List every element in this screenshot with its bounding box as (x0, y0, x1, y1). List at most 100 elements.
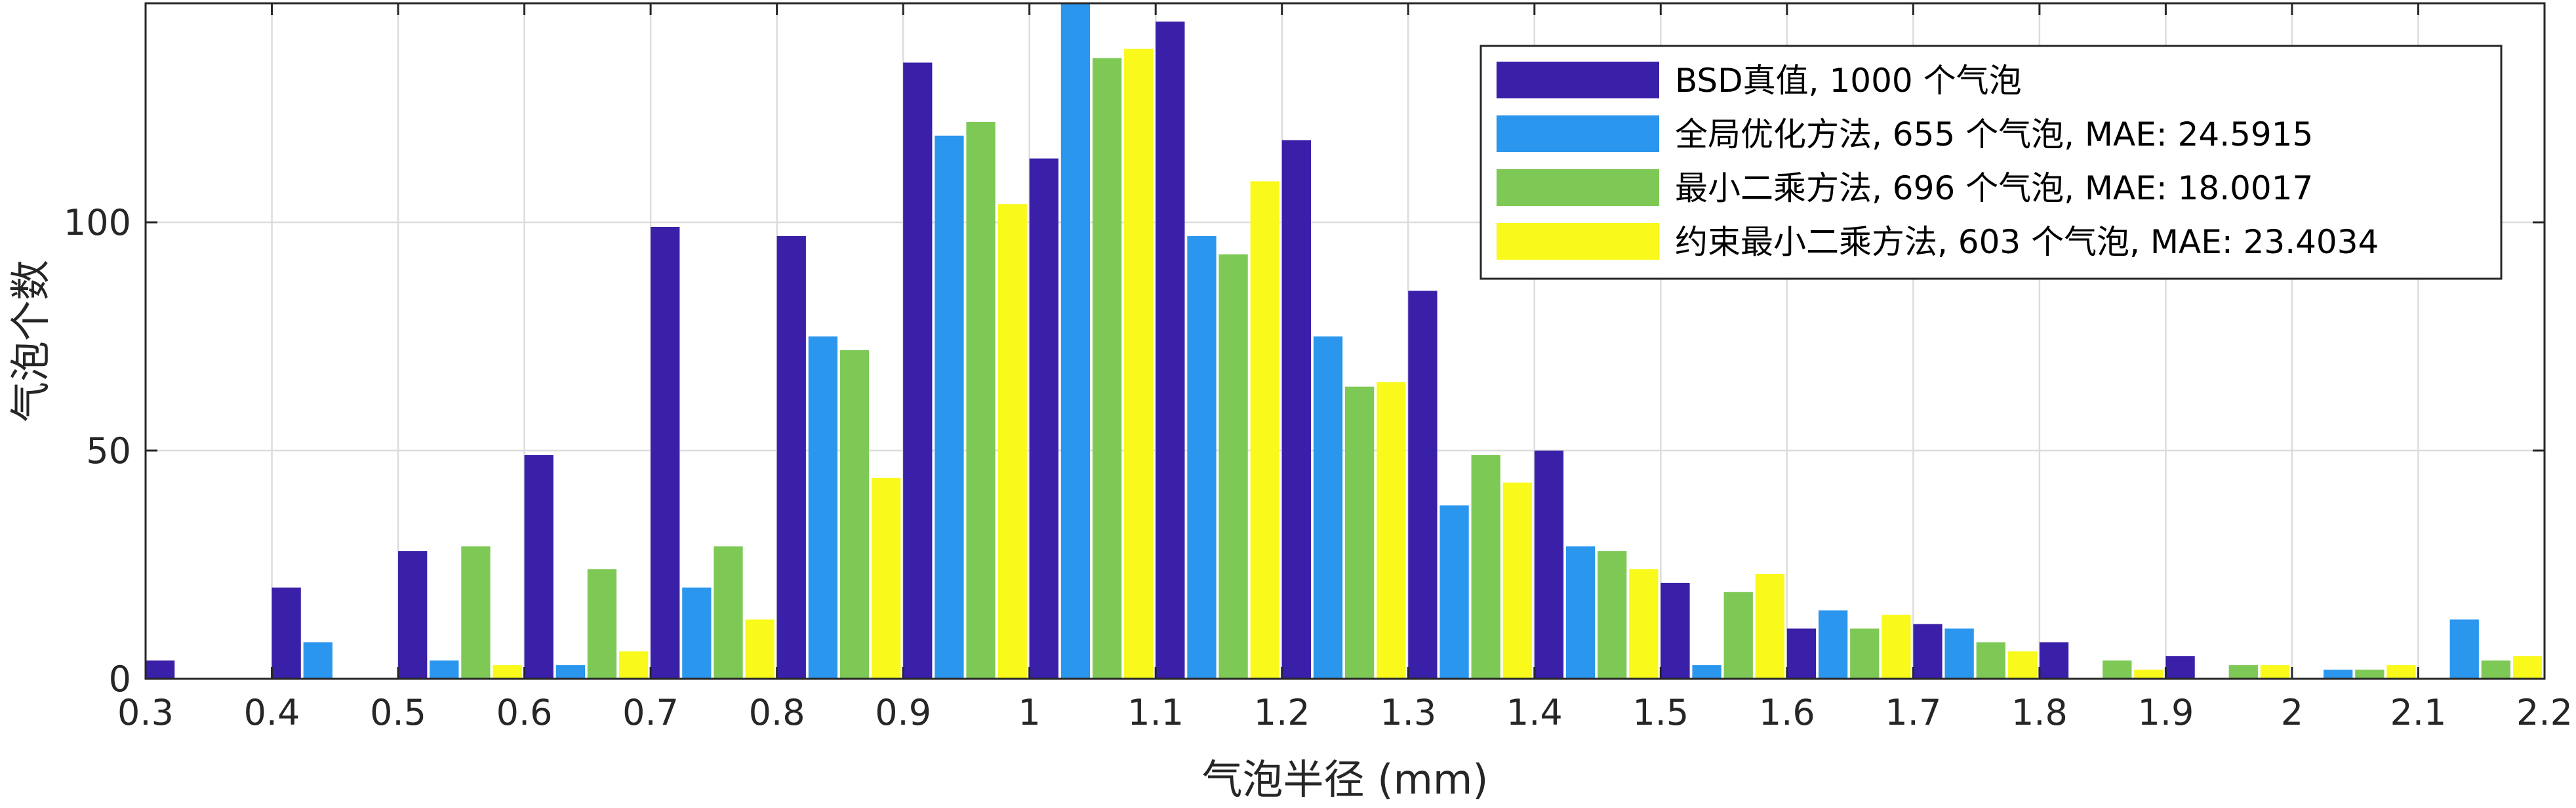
bar-series-1 (1281, 140, 1312, 679)
bar-series-3 (1345, 386, 1375, 679)
bar-series-4 (1377, 382, 1406, 679)
bar-series-2 (808, 336, 838, 679)
bar-series-4 (2512, 656, 2543, 679)
bar-series-2 (303, 642, 332, 679)
bar-series-1 (398, 551, 428, 679)
bar-series-3 (461, 546, 491, 679)
bar-series-2 (1313, 336, 1343, 679)
bar-series-3 (2355, 670, 2385, 679)
bar-series-1 (2165, 656, 2195, 679)
bar-series-1 (776, 235, 806, 679)
x-tick-label: 1.5 (1632, 692, 1689, 733)
bar-series-3 (2103, 660, 2132, 679)
bar-series-1 (903, 62, 933, 679)
x-axis-title: 气泡半径 (mm) (1202, 756, 1489, 803)
x-tick-label: 0.9 (875, 692, 931, 733)
bar-series-1 (1913, 624, 1942, 679)
bar-series-1 (272, 587, 301, 679)
bar-series-1 (651, 227, 680, 679)
bar-series-3 (1218, 254, 1248, 679)
x-tick-label: 0.8 (749, 692, 805, 733)
x-tick-label: 0.7 (622, 692, 679, 733)
x-tick-label: 1.4 (1506, 692, 1563, 733)
bar-series-1 (1408, 291, 1438, 679)
bar-series-3 (1976, 642, 2005, 679)
bar-series-4 (2134, 670, 2163, 679)
bar-series-2 (1818, 610, 1848, 679)
legend-swatch (1497, 62, 1659, 98)
bar-series-2 (1060, 3, 1091, 679)
bar-series-3 (1092, 58, 1122, 679)
plot-frame (144, 2, 2546, 680)
bar-series-1 (1786, 628, 1817, 679)
bar-series-4 (1502, 482, 1532, 679)
bar-series-4 (872, 477, 901, 679)
bar-series-4 (745, 619, 775, 679)
x-tick-label: 2.2 (2516, 692, 2573, 733)
bar-series-1 (524, 455, 553, 679)
bar-series-3 (1598, 551, 1627, 679)
bar-series-3 (2481, 660, 2511, 679)
x-tick-label: 0.4 (244, 692, 300, 733)
x-tick-label: 1.6 (1759, 692, 1815, 733)
y-tick-label: 100 (64, 202, 131, 243)
bar-series-1 (2039, 642, 2069, 679)
bar-series-4 (1629, 569, 1659, 679)
bar-series-1 (1029, 158, 1058, 679)
bar-series-4 (1755, 573, 1784, 679)
legend-swatch (1497, 169, 1659, 206)
bar-series-2 (1187, 235, 1217, 679)
bar-series-3 (1723, 592, 1753, 679)
x-tick-label: 1.7 (1885, 692, 1941, 733)
x-tick-label: 1.3 (1380, 692, 1436, 733)
bar-series-4 (2260, 665, 2290, 679)
bar-series-1 (146, 660, 175, 679)
bar-series-3 (839, 350, 870, 679)
bar-series-3 (1471, 455, 1500, 679)
legend-label: 全局优化方法, 655 个气泡, MAE: 24.5915 (1675, 115, 2313, 153)
legend-swatch (1497, 223, 1659, 260)
bar-series-1 (1156, 21, 1185, 679)
bar-series-1 (1534, 451, 1564, 679)
bar-series-4 (1124, 49, 1154, 679)
x-tick-label: 1.8 (2011, 692, 2068, 733)
y-axis-title: 气泡个数 (7, 260, 54, 422)
bar-series-3 (587, 569, 617, 679)
bar-series-2 (2324, 670, 2353, 679)
legend-label: BSD真值, 1000 个气泡 (1675, 62, 2022, 100)
x-tick-label: 1.2 (1254, 692, 1310, 733)
x-tick-label: 0.3 (117, 692, 174, 733)
bar-series-2 (1565, 546, 1596, 679)
bar-series-3 (714, 546, 743, 679)
bar-series-3 (1850, 628, 1880, 679)
bar-marks (146, 3, 2543, 679)
y-tick-label: 50 (86, 430, 131, 472)
bar-series-2 (1439, 505, 1469, 679)
bar-series-4 (493, 665, 522, 679)
x-tick-label: 1.1 (1127, 692, 1184, 733)
bar-series-4 (2386, 665, 2416, 679)
x-tick-label: 2.1 (2390, 692, 2447, 733)
bar-series-3 (2228, 665, 2258, 679)
bar-series-2 (1944, 628, 1974, 679)
bar-series-2 (1692, 665, 1721, 679)
x-tick-label: 0.6 (496, 692, 553, 733)
bar-series-4 (618, 651, 649, 679)
legend-label: 约束最小二乘方法, 603 个气泡, MAE: 23.4034 (1675, 223, 2379, 261)
bar-series-2 (2449, 619, 2479, 679)
x-tick-label: 1 (1018, 692, 1041, 733)
bar-series-2 (555, 665, 585, 679)
bar-series-2 (430, 660, 459, 679)
bar-series-2 (682, 587, 712, 679)
x-tick-label: 1.9 (2137, 692, 2194, 733)
x-tick-label: 2 (2281, 692, 2303, 733)
bar-series-2 (935, 135, 964, 679)
legend-label: 最小二乘方法, 696 个气泡, MAE: 18.0017 (1675, 169, 2313, 207)
bar-series-3 (966, 121, 996, 679)
bar-series-4 (1250, 181, 1279, 679)
bar-series-4 (997, 204, 1027, 679)
bar-series-1 (1660, 582, 1690, 679)
bar-series-4 (2007, 651, 2038, 679)
